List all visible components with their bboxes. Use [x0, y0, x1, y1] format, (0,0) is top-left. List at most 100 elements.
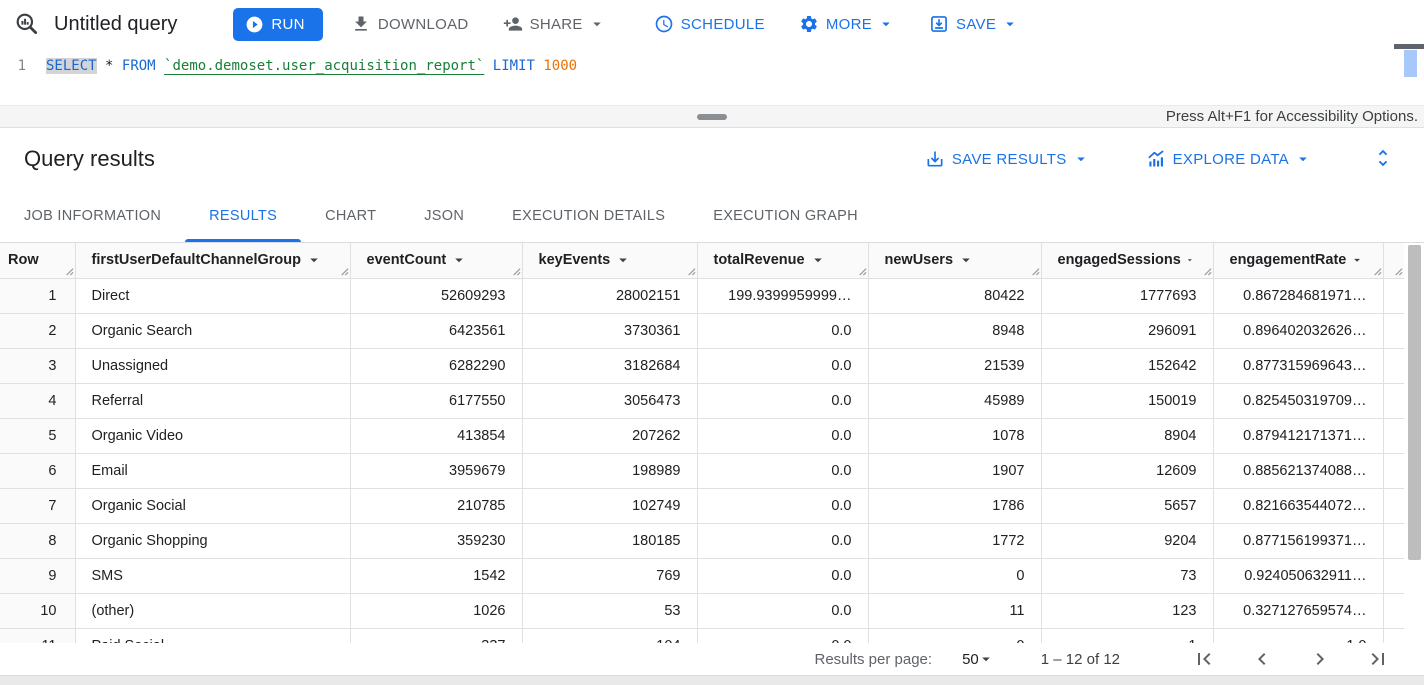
tab-job-information[interactable]: JOB INFORMATION — [24, 208, 162, 224]
channel-cell: Email — [74, 453, 350, 489]
value-cell: 0.0 — [696, 558, 868, 594]
previous-page-button[interactable] — [1248, 645, 1276, 673]
row-number-cell: 2 — [0, 313, 75, 349]
column-header-row[interactable]: Row — [0, 243, 75, 279]
results-table: Row firstUserDefaultChannelGroup eventCoun… — [0, 243, 1404, 643]
sql-table-reference[interactable]: `demo.demoset.user_acquisition_report` — [164, 58, 485, 74]
table-vertical-scrollbar[interactable] — [1407, 243, 1421, 643]
table-horizontal-scrollbar[interactable] — [0, 675, 1424, 685]
tab-execution-details[interactable]: EXECUTION DETAILS — [512, 208, 666, 224]
channel-cell: Organic Search — [74, 313, 350, 349]
table-header-row: Row firstUserDefaultChannelGroup eventCoun… — [0, 243, 1404, 279]
partial-cell — [1382, 348, 1404, 384]
partial-cell — [1382, 593, 1404, 629]
column-menu-caret-icon[interactable] — [305, 251, 323, 269]
tab-results[interactable]: RESULTS — [185, 190, 301, 242]
first-page-button[interactable] — [1190, 645, 1218, 673]
value-cell: 0.821663544072… — [1212, 488, 1383, 524]
panel-drag-handle[interactable] — [697, 113, 727, 120]
value-cell: 9204 — [1040, 523, 1213, 559]
column-header-engagedsessions[interactable]: engagedSessions — [1040, 243, 1213, 279]
column-menu-caret-icon[interactable] — [614, 251, 632, 269]
value-cell: 359230 — [349, 523, 522, 559]
resize-grip-icon[interactable] — [1371, 265, 1382, 276]
value-cell: 3959679 — [349, 453, 522, 489]
column-menu-caret-icon[interactable] — [809, 251, 827, 269]
value-cell: 0.0 — [696, 383, 868, 419]
value-cell: 1772 — [867, 523, 1041, 559]
collapse-expand-button[interactable] — [1368, 143, 1398, 176]
resize-grip-icon[interactable] — [856, 265, 867, 276]
row-number-cell: 3 — [0, 348, 75, 384]
run-label: RUN — [271, 15, 305, 33]
partial-cell — [1382, 383, 1404, 419]
partial-cell — [1382, 523, 1404, 559]
row-number-cell: 5 — [0, 418, 75, 454]
save-results-button[interactable]: SAVE RESULTS — [915, 143, 1100, 175]
column-menu-caret-icon[interactable] — [1350, 251, 1364, 269]
save-button[interactable]: SAVE — [919, 8, 1029, 40]
tab-execution-graph[interactable]: EXECUTION GRAPH — [713, 208, 858, 224]
line-number: 1 — [17, 58, 26, 74]
bigquery-query-icon — [16, 13, 38, 35]
resize-grip-icon[interactable] — [685, 265, 696, 276]
row-number-cell: 4 — [0, 383, 75, 419]
column-header-totalrevenue[interactable]: totalRevenue — [696, 243, 868, 279]
column-label: totalRevenue — [713, 252, 805, 269]
value-cell: 1786 — [867, 488, 1041, 524]
tab-chart[interactable]: CHART — [325, 208, 377, 224]
partial-cell — [1382, 278, 1404, 314]
value-cell: 3182684 — [521, 348, 697, 384]
value-cell: 1.0 — [1212, 628, 1383, 643]
tab-json[interactable]: JSON — [424, 208, 465, 224]
schedule-button[interactable]: SCHEDULE — [644, 8, 775, 40]
resize-grip-icon[interactable] — [510, 265, 521, 276]
chevron-left-icon — [1258, 653, 1266, 665]
channel-cell: (other) — [74, 593, 350, 629]
value-cell: 0.327127659574… — [1212, 593, 1383, 629]
more-button[interactable]: MORE — [789, 8, 905, 40]
column-menu-caret-icon[interactable] — [957, 251, 975, 269]
share-button[interactable]: SHARE — [493, 8, 616, 40]
value-cell: 0.896402032626… — [1212, 313, 1383, 349]
value-cell: 0.0 — [696, 593, 868, 629]
next-page-button[interactable] — [1306, 645, 1334, 673]
column-header-newusers[interactable]: newUsers — [867, 243, 1041, 279]
value-cell: 180185 — [521, 523, 697, 559]
value-cell: 0.0 — [696, 523, 868, 559]
page-range-label: 1 – 12 of 12 — [1040, 650, 1120, 668]
row-number-cell: 8 — [0, 523, 75, 559]
resize-grip-icon[interactable] — [1201, 265, 1212, 276]
chevron-down-icon — [593, 22, 601, 27]
value-cell: 337 — [349, 628, 522, 643]
resize-grip-icon[interactable] — [1392, 265, 1403, 276]
value-cell: 199.9399959999… — [696, 278, 868, 314]
explore-data-button[interactable]: EXPLORE DATA — [1136, 143, 1322, 175]
row-number-cell: 11 — [0, 628, 75, 643]
resize-grip-icon[interactable] — [338, 265, 349, 276]
value-cell: 1907 — [867, 453, 1041, 489]
download-button[interactable]: DOWNLOAD — [341, 8, 479, 40]
value-cell: 0.0 — [696, 418, 868, 454]
query-title: Untitled query — [54, 12, 178, 35]
table-vertical-scrollbar-thumb[interactable] — [1408, 245, 1421, 560]
sql-editor[interactable]: 1 SELECT * FROM `demo.demoset.user_acqui… — [0, 44, 1424, 105]
resize-grip-icon[interactable] — [63, 265, 74, 276]
column-menu-caret-icon[interactable] — [1185, 251, 1195, 269]
sql-code-line[interactable]: SELECT * FROM `demo.demoset.user_acquisi… — [46, 56, 577, 77]
column-header-eventcount[interactable]: eventCount — [349, 243, 522, 279]
editor-scrollbar-thumb[interactable] — [1404, 50, 1417, 77]
column-menu-caret-icon[interactable] — [450, 251, 468, 269]
value-cell: 1542 — [349, 558, 522, 594]
value-cell: 5657 — [1040, 488, 1213, 524]
table-row: 5 Organic Video 413854 207262 0.0 1078 8904 0.8… — [0, 418, 1404, 454]
run-button[interactable]: RUN — [233, 7, 323, 41]
value-cell: 769 — [521, 558, 697, 594]
column-header-keyevents[interactable]: keyEvents — [521, 243, 697, 279]
column-header-engagementrate[interactable]: engagementRate — [1212, 243, 1383, 279]
page-size-select[interactable]: 50 — [962, 650, 995, 668]
column-header-firstuserdefaultchannelgroup[interactable]: firstUserDefaultChannelGroup — [74, 243, 350, 279]
share-label: SHARE — [529, 15, 583, 33]
resize-grip-icon[interactable] — [1029, 265, 1040, 276]
last-page-button[interactable] — [1364, 645, 1392, 673]
